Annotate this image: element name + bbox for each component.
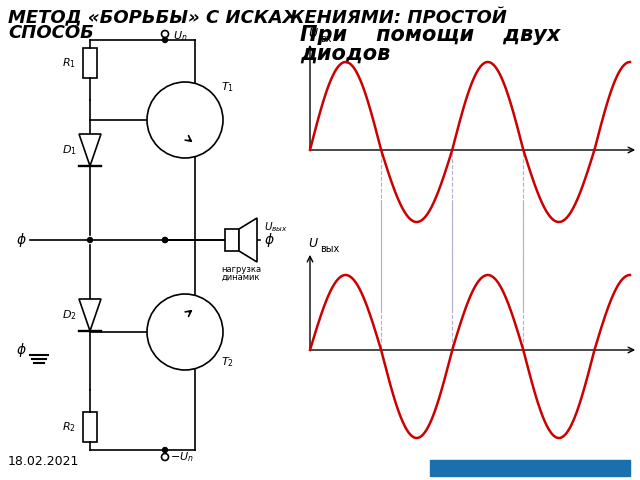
Text: СПОСОБ: СПОСОБ <box>8 24 94 42</box>
Text: При    помощи    двух: При помощи двух <box>300 25 561 45</box>
Text: $\phi$: $\phi$ <box>16 341 27 359</box>
Text: $U$: $U$ <box>308 237 319 250</box>
Text: МЕТОД «БОРЬБЫ» С ИСКАЖЕНИЯМИ: ПРОСТОЙ: МЕТОД «БОРЬБЫ» С ИСКАЖЕНИЯМИ: ПРОСТОЙ <box>8 8 507 27</box>
Circle shape <box>163 447 168 453</box>
Text: $D_2$: $D_2$ <box>62 308 77 322</box>
Text: вх: вх <box>320 34 332 44</box>
Text: $U_n$: $U_n$ <box>173 29 188 43</box>
Circle shape <box>147 294 223 370</box>
Text: 18.02.2021: 18.02.2021 <box>8 455 79 468</box>
Circle shape <box>163 37 168 43</box>
Text: $T_2$: $T_2$ <box>221 355 234 369</box>
Circle shape <box>161 31 168 37</box>
Polygon shape <box>79 299 101 331</box>
Text: $T_1$: $T_1$ <box>221 80 234 94</box>
Text: диодов: диодов <box>300 44 390 64</box>
Circle shape <box>161 454 168 460</box>
Bar <box>225 229 239 251</box>
Circle shape <box>88 238 93 242</box>
Text: вых: вых <box>320 244 339 254</box>
Text: $\phi$: $\phi$ <box>16 231 27 249</box>
Text: динамик: динамик <box>221 273 260 282</box>
Polygon shape <box>239 218 257 262</box>
Text: $\phi$: $\phi$ <box>264 231 275 249</box>
Text: нагрузка: нагрузка <box>221 265 261 274</box>
Polygon shape <box>79 134 101 166</box>
Text: $U_{вых}$: $U_{вых}$ <box>264 220 288 234</box>
Circle shape <box>163 238 168 242</box>
Circle shape <box>163 238 168 242</box>
Bar <box>83 48 97 78</box>
Text: $R_1$: $R_1$ <box>62 56 76 70</box>
Text: $U$: $U$ <box>308 27 319 40</box>
Text: $D_1$: $D_1$ <box>62 143 77 157</box>
Text: $-U_n$: $-U_n$ <box>170 450 194 464</box>
Circle shape <box>147 82 223 158</box>
Text: $R_2$: $R_2$ <box>62 420 76 434</box>
Bar <box>430 460 630 476</box>
Bar <box>83 412 97 442</box>
